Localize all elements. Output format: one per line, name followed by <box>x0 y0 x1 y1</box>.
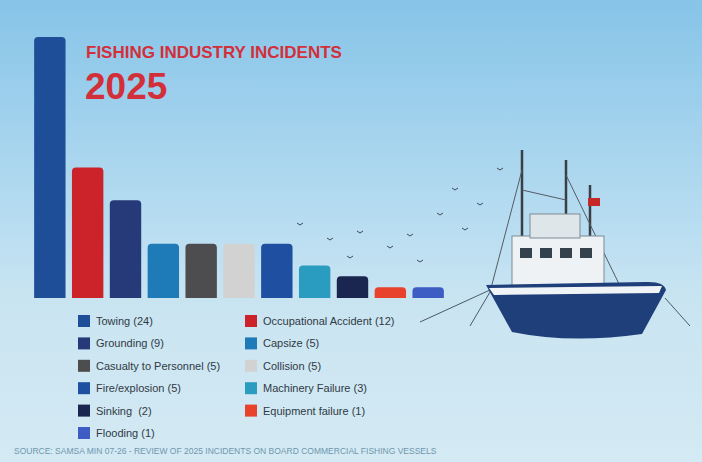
bird <box>497 168 503 170</box>
window <box>520 248 532 258</box>
legend-swatch <box>78 360 90 372</box>
background <box>0 0 702 462</box>
bar <box>185 244 216 298</box>
legend-swatch <box>78 382 90 394</box>
bar <box>72 168 103 299</box>
legend-swatch <box>245 405 257 417</box>
bars <box>34 37 444 298</box>
bird <box>357 231 363 233</box>
legend-swatch <box>245 337 257 349</box>
legend-swatch <box>78 405 90 417</box>
legend-label: Casualty to Personnel (5) <box>96 360 220 372</box>
legend-swatch <box>245 315 257 327</box>
legend-label: Fire/explosion (5) <box>96 382 181 394</box>
bird <box>297 223 303 225</box>
cabin <box>512 236 604 286</box>
bird <box>437 213 443 215</box>
legend-label: Machinery Failure (3) <box>263 382 367 394</box>
chart: FISHING INDUSTRY INCIDENTS 2025 Towing (24… <box>0 0 702 462</box>
bar <box>110 200 141 298</box>
boat-illustration <box>297 150 690 339</box>
bar <box>148 244 179 298</box>
hull <box>486 282 666 339</box>
legend-swatch <box>78 427 90 439</box>
legend-label: Flooding (1) <box>96 427 155 439</box>
legend-swatch <box>245 382 257 394</box>
bird <box>462 228 468 230</box>
bar <box>223 244 254 298</box>
source: SOURCE: SAMSA MIN 07-26 - REVIEW OF 2025… <box>14 446 437 456</box>
bird <box>387 246 393 248</box>
flag <box>588 198 600 206</box>
legend-label: Equipment failure (1) <box>263 405 365 417</box>
legend: Towing (24) Occupational Accident (12) Gro… <box>78 315 394 439</box>
bird <box>407 234 413 236</box>
bar <box>261 244 292 298</box>
bar <box>299 265 330 298</box>
wheelhouse <box>530 214 580 238</box>
bird <box>327 238 333 240</box>
window <box>580 248 592 258</box>
bird <box>452 188 458 190</box>
legend-label: Collision (5) <box>263 360 321 372</box>
bar <box>337 276 368 298</box>
window <box>560 248 572 258</box>
legend-label: Occupational Accident (12) <box>263 315 394 327</box>
bird <box>477 203 483 205</box>
rigging <box>490 170 620 292</box>
title: FISHING INDUSTRY INCIDENTS <box>86 43 342 62</box>
bar <box>34 37 65 298</box>
legend-label: Towing (24) <box>96 315 153 327</box>
window <box>540 248 552 258</box>
legend-swatch <box>78 315 90 327</box>
legend-swatch <box>245 360 257 372</box>
bar <box>375 287 406 298</box>
bird <box>347 256 353 258</box>
bar <box>412 287 443 298</box>
subtitle: 2025 <box>85 66 167 107</box>
legend-swatch <box>78 337 90 349</box>
legend-label: Grounding (9) <box>96 337 164 349</box>
legend-label: Sinking (2) <box>96 405 152 417</box>
hull-stripe <box>489 286 662 295</box>
legend-label: Capsize (5) <box>263 337 319 349</box>
bird <box>417 260 423 262</box>
